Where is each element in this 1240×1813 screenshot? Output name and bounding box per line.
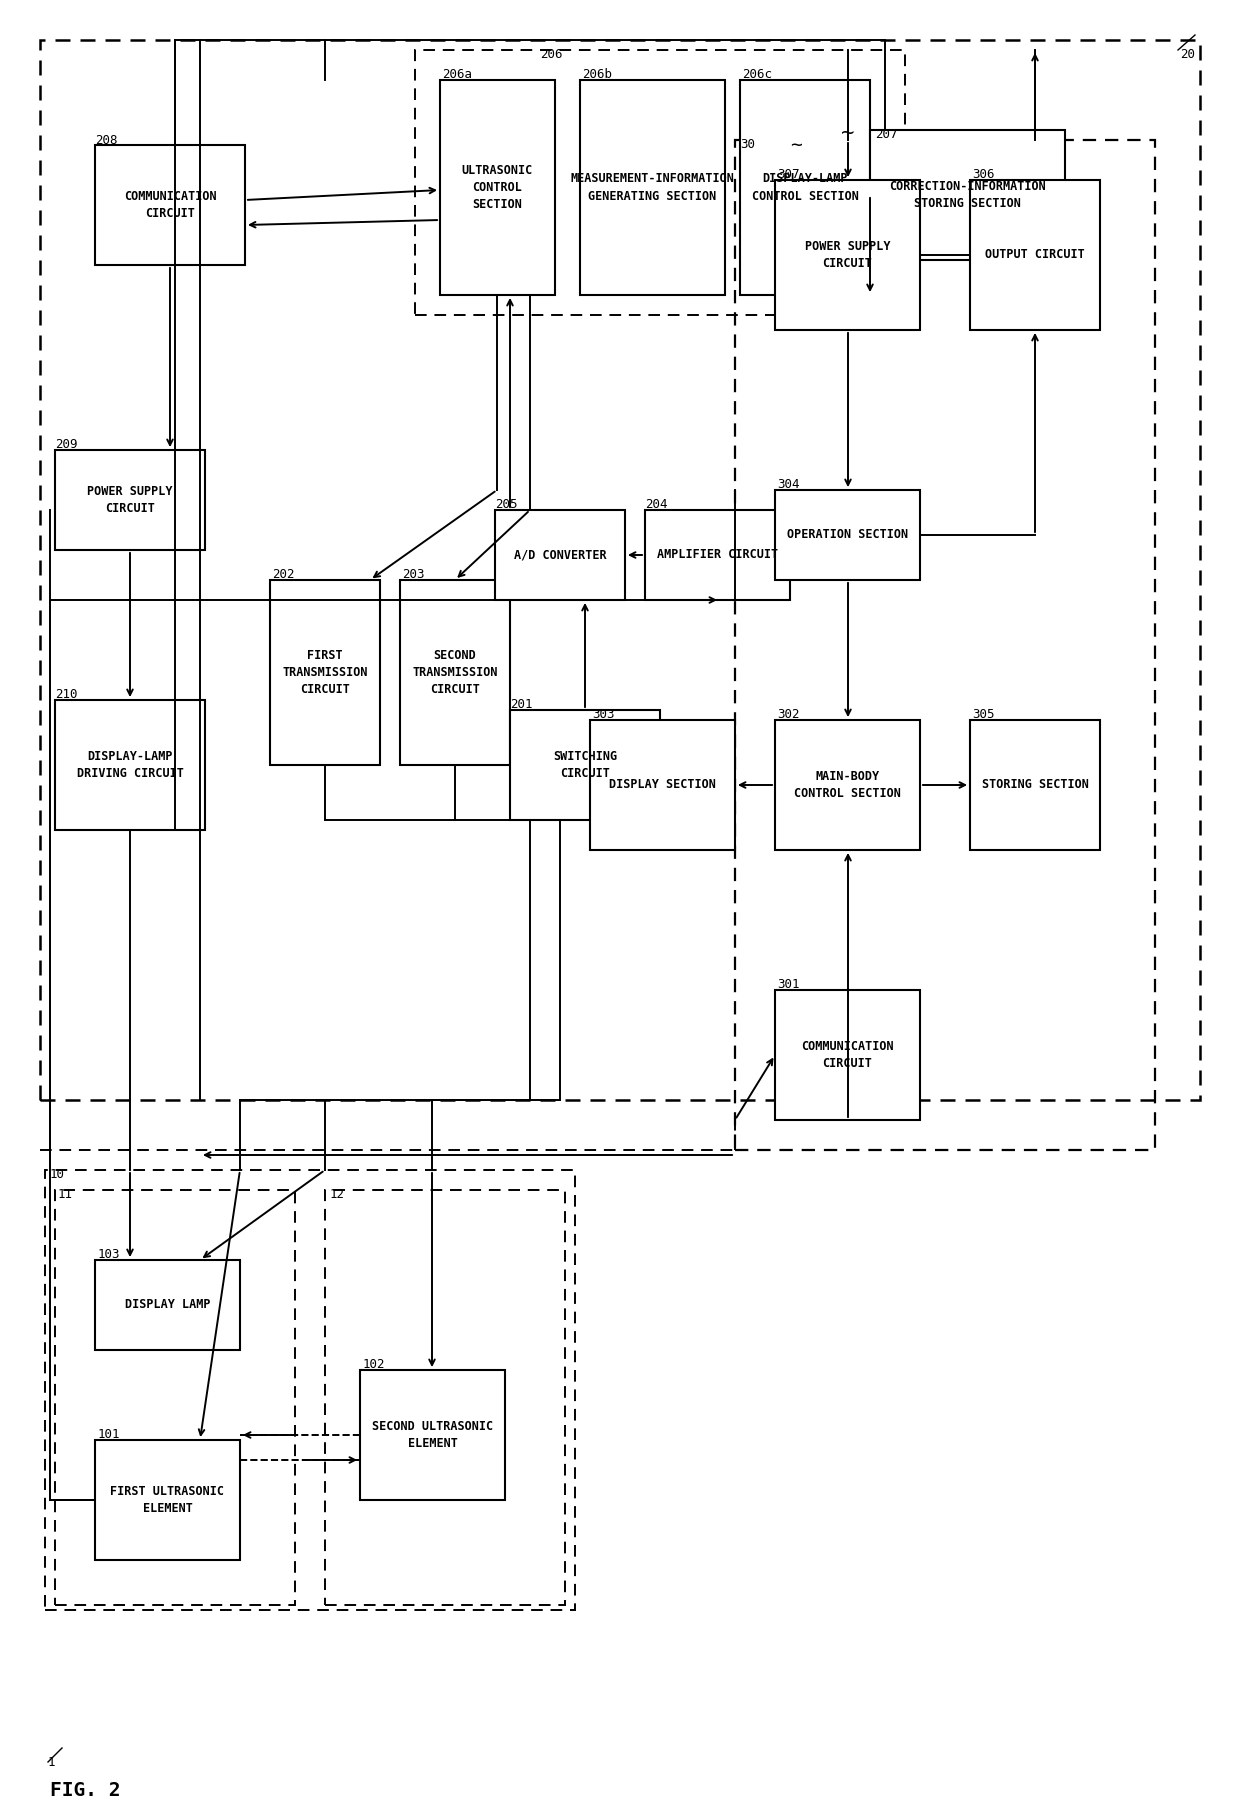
Bar: [325, 1189, 565, 1605]
Text: ~: ~: [790, 136, 802, 154]
Text: 30: 30: [740, 138, 755, 152]
Text: 10: 10: [50, 1169, 64, 1182]
Text: 1: 1: [48, 1755, 56, 1768]
Text: STORING SECTION: STORING SECTION: [982, 778, 1089, 792]
Text: OPERATION SECTION: OPERATION SECTION: [787, 529, 908, 542]
Bar: [440, 80, 556, 296]
Bar: [495, 509, 625, 600]
Text: 102: 102: [363, 1358, 386, 1371]
Text: 12: 12: [330, 1189, 345, 1202]
Text: MAIN-BODY
CONTROL SECTION: MAIN-BODY CONTROL SECTION: [794, 771, 901, 800]
Text: COMMUNICATION
CIRCUIT: COMMUNICATION CIRCUIT: [801, 1041, 894, 1070]
Bar: [870, 131, 1065, 259]
Bar: [775, 990, 920, 1120]
Bar: [580, 80, 725, 296]
Text: 203: 203: [402, 569, 424, 582]
Text: COMMUNICATION
CIRCUIT: COMMUNICATION CIRCUIT: [124, 190, 216, 219]
Text: OUTPUT CIRCUIT: OUTPUT CIRCUIT: [985, 248, 1085, 261]
Bar: [401, 580, 510, 765]
Bar: [415, 51, 905, 315]
Bar: [970, 720, 1100, 850]
Text: DISPLAY-LAMP
CONTROL SECTION: DISPLAY-LAMP CONTROL SECTION: [751, 172, 858, 203]
Bar: [55, 700, 205, 830]
Text: 103: 103: [98, 1249, 120, 1262]
Bar: [740, 80, 870, 296]
Text: 301: 301: [777, 979, 800, 992]
Text: 206a: 206a: [441, 69, 472, 82]
Bar: [735, 140, 1154, 1149]
Text: 204: 204: [645, 499, 667, 511]
Text: DISPLAY-LAMP
DRIVING CIRCUIT: DISPLAY-LAMP DRIVING CIRCUIT: [77, 751, 184, 780]
Text: POWER SUPPLY
CIRCUIT: POWER SUPPLY CIRCUIT: [805, 239, 890, 270]
Text: 305: 305: [972, 709, 994, 722]
Bar: [590, 720, 735, 850]
Text: 101: 101: [98, 1429, 120, 1441]
Text: 205: 205: [495, 499, 517, 511]
Text: 210: 210: [55, 689, 77, 702]
Text: 208: 208: [95, 134, 118, 147]
Text: 304: 304: [777, 479, 800, 491]
Text: SWITCHING
CIRCUIT: SWITCHING CIRCUIT: [553, 751, 618, 780]
Text: ULTRASONIC
CONTROL
SECTION: ULTRASONIC CONTROL SECTION: [461, 163, 533, 210]
Text: FIG. 2: FIG. 2: [50, 1780, 120, 1800]
Text: FIRST ULTRASONIC
ELEMENT: FIRST ULTRASONIC ELEMENT: [110, 1485, 224, 1516]
Bar: [95, 145, 246, 265]
Text: 11: 11: [58, 1189, 73, 1202]
Bar: [970, 179, 1100, 330]
Text: MEASUREMENT-INFORMATION
GENERATING SECTION: MEASUREMENT-INFORMATION GENERATING SECTI…: [570, 172, 734, 203]
Bar: [40, 40, 1200, 1100]
Text: SECOND
TRANSMISSION
CIRCUIT: SECOND TRANSMISSION CIRCUIT: [412, 649, 497, 696]
Text: 209: 209: [55, 439, 77, 451]
Bar: [95, 1440, 241, 1559]
Bar: [775, 490, 920, 580]
Text: DISPLAY LAMP: DISPLAY LAMP: [125, 1298, 211, 1311]
Text: 201: 201: [510, 698, 532, 711]
Bar: [360, 1371, 505, 1499]
Text: CORRECTION-INFORMATION
STORING SECTION: CORRECTION-INFORMATION STORING SECTION: [889, 179, 1045, 210]
Text: 202: 202: [272, 569, 295, 582]
Bar: [45, 1169, 575, 1610]
Text: A/D CONVERTER: A/D CONVERTER: [513, 549, 606, 562]
Text: 207: 207: [875, 129, 898, 141]
Text: 20: 20: [1180, 49, 1195, 62]
Text: 302: 302: [777, 709, 800, 722]
Text: 303: 303: [591, 709, 615, 722]
Bar: [775, 179, 920, 330]
Text: ~: ~: [841, 123, 854, 143]
Text: 206: 206: [539, 49, 563, 62]
Text: POWER SUPPLY
CIRCUIT: POWER SUPPLY CIRCUIT: [87, 486, 172, 515]
Bar: [55, 1189, 295, 1605]
Text: AMPLIFIER CIRCUIT: AMPLIFIER CIRCUIT: [657, 549, 777, 562]
Text: 206c: 206c: [742, 69, 773, 82]
Bar: [55, 450, 205, 549]
Bar: [95, 1260, 241, 1351]
Bar: [775, 720, 920, 850]
Text: 206b: 206b: [582, 69, 613, 82]
Bar: [270, 580, 379, 765]
Text: DISPLAY SECTION: DISPLAY SECTION: [609, 778, 715, 792]
Text: SECOND ULTRASONIC
ELEMENT: SECOND ULTRASONIC ELEMENT: [372, 1420, 494, 1450]
Text: 306: 306: [972, 169, 994, 181]
Text: 307: 307: [777, 169, 800, 181]
Bar: [510, 711, 660, 819]
Text: FIRST
TRANSMISSION
CIRCUIT: FIRST TRANSMISSION CIRCUIT: [283, 649, 368, 696]
Bar: [645, 509, 790, 600]
